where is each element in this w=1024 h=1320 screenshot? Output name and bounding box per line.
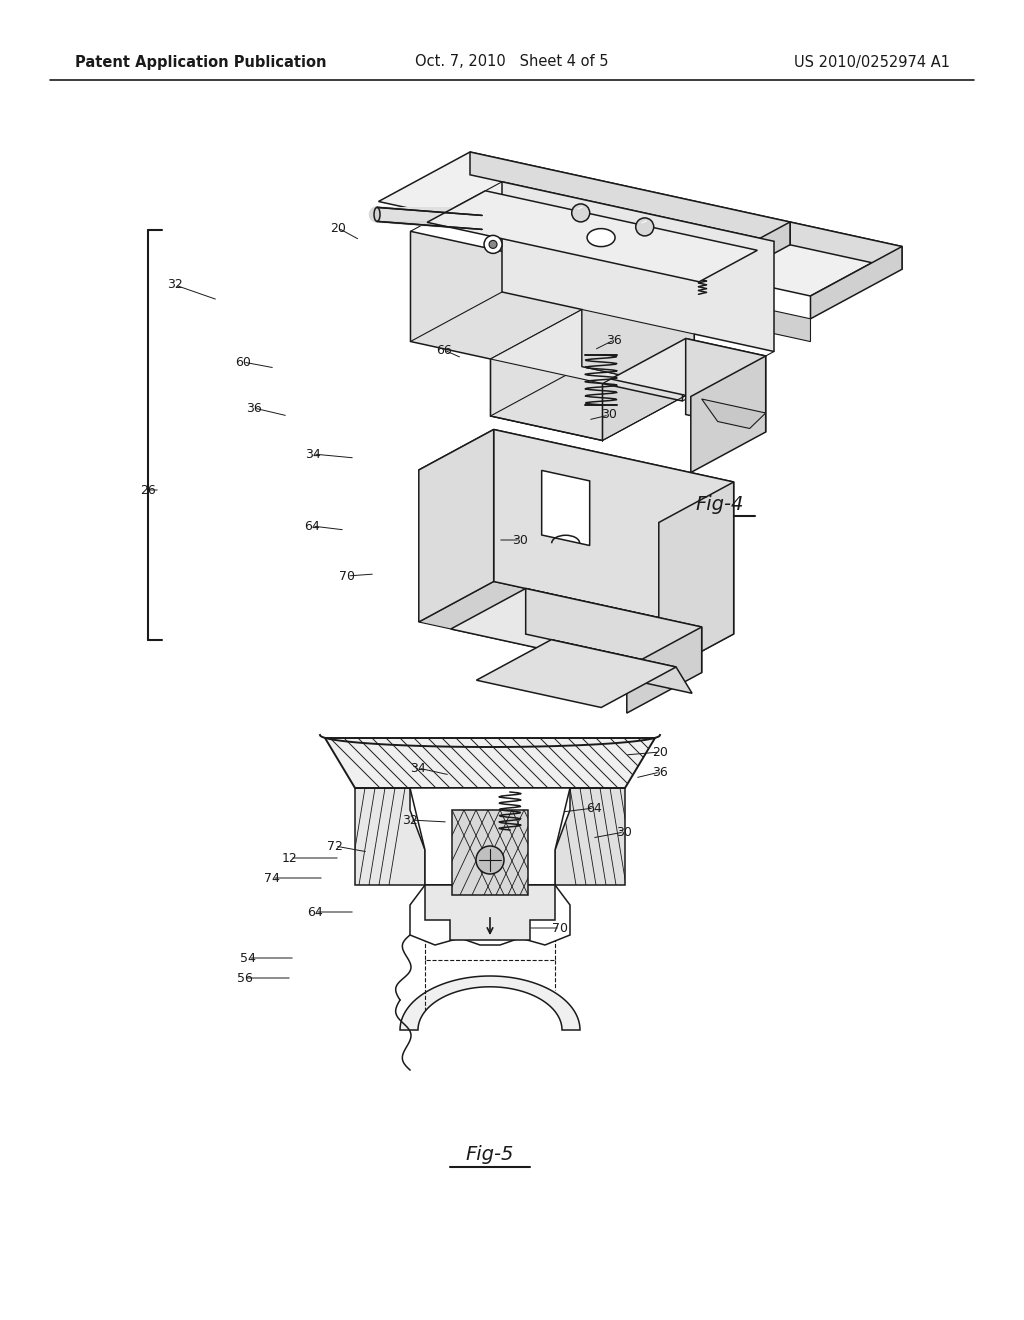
Polygon shape xyxy=(425,884,555,940)
Text: 70: 70 xyxy=(552,921,568,935)
Text: 60: 60 xyxy=(236,355,251,368)
Polygon shape xyxy=(746,305,810,342)
Ellipse shape xyxy=(374,207,380,222)
Polygon shape xyxy=(410,884,570,945)
Text: 36: 36 xyxy=(652,766,668,779)
Text: 26: 26 xyxy=(140,483,156,496)
Polygon shape xyxy=(555,788,625,884)
Text: 20: 20 xyxy=(652,746,668,759)
Polygon shape xyxy=(452,810,528,895)
Text: 30: 30 xyxy=(601,408,616,421)
Polygon shape xyxy=(698,222,902,296)
Polygon shape xyxy=(525,589,701,673)
Polygon shape xyxy=(427,191,758,281)
Polygon shape xyxy=(355,788,425,884)
Polygon shape xyxy=(379,152,790,272)
Text: 34: 34 xyxy=(411,762,426,775)
Text: Oct. 7, 2010   Sheet 4 of 5: Oct. 7, 2010 Sheet 4 of 5 xyxy=(416,54,608,70)
Text: US 2010/0252974 A1: US 2010/0252974 A1 xyxy=(794,54,950,70)
FancyBboxPatch shape xyxy=(377,207,482,222)
Polygon shape xyxy=(419,582,733,675)
Polygon shape xyxy=(400,975,580,1030)
Polygon shape xyxy=(790,222,902,269)
Polygon shape xyxy=(691,356,766,473)
Text: Fig-5: Fig-5 xyxy=(466,1146,514,1164)
Polygon shape xyxy=(419,429,494,622)
Polygon shape xyxy=(476,640,676,708)
Polygon shape xyxy=(536,640,692,693)
Polygon shape xyxy=(582,309,694,391)
Circle shape xyxy=(489,240,497,248)
Polygon shape xyxy=(627,627,701,713)
Text: 34: 34 xyxy=(305,447,321,461)
Polygon shape xyxy=(451,589,701,668)
Text: 74: 74 xyxy=(264,871,280,884)
Polygon shape xyxy=(542,470,590,545)
Text: 32: 32 xyxy=(402,813,418,826)
Text: 72: 72 xyxy=(327,840,343,853)
Circle shape xyxy=(476,846,504,874)
Polygon shape xyxy=(410,788,570,884)
Polygon shape xyxy=(419,429,733,523)
Text: 30: 30 xyxy=(616,825,632,838)
Polygon shape xyxy=(810,247,902,319)
Text: 66: 66 xyxy=(436,343,452,356)
Circle shape xyxy=(571,203,590,222)
Text: 64: 64 xyxy=(586,801,602,814)
Circle shape xyxy=(636,218,653,236)
Text: Fig-4: Fig-4 xyxy=(696,495,744,515)
Ellipse shape xyxy=(587,228,615,247)
Text: Patent Application Publication: Patent Application Publication xyxy=(75,54,327,70)
Text: 12: 12 xyxy=(283,851,298,865)
Text: 36: 36 xyxy=(246,401,262,414)
Polygon shape xyxy=(698,222,790,294)
Text: 56: 56 xyxy=(238,972,253,985)
Polygon shape xyxy=(610,338,766,396)
Text: 20: 20 xyxy=(330,222,346,235)
Polygon shape xyxy=(470,152,790,244)
Text: 64: 64 xyxy=(304,520,319,532)
Polygon shape xyxy=(658,482,733,675)
Polygon shape xyxy=(490,367,694,441)
Text: 54: 54 xyxy=(240,952,256,965)
Text: 30: 30 xyxy=(512,533,528,546)
Polygon shape xyxy=(490,309,694,384)
Polygon shape xyxy=(411,231,682,441)
Polygon shape xyxy=(325,738,655,788)
Text: 64: 64 xyxy=(307,906,323,919)
Text: 70: 70 xyxy=(339,569,355,582)
Polygon shape xyxy=(494,429,733,634)
Polygon shape xyxy=(686,338,766,432)
Polygon shape xyxy=(502,182,774,391)
Text: 32: 32 xyxy=(167,279,183,292)
Circle shape xyxy=(484,235,502,253)
Polygon shape xyxy=(701,399,766,429)
Text: 36: 36 xyxy=(606,334,622,346)
